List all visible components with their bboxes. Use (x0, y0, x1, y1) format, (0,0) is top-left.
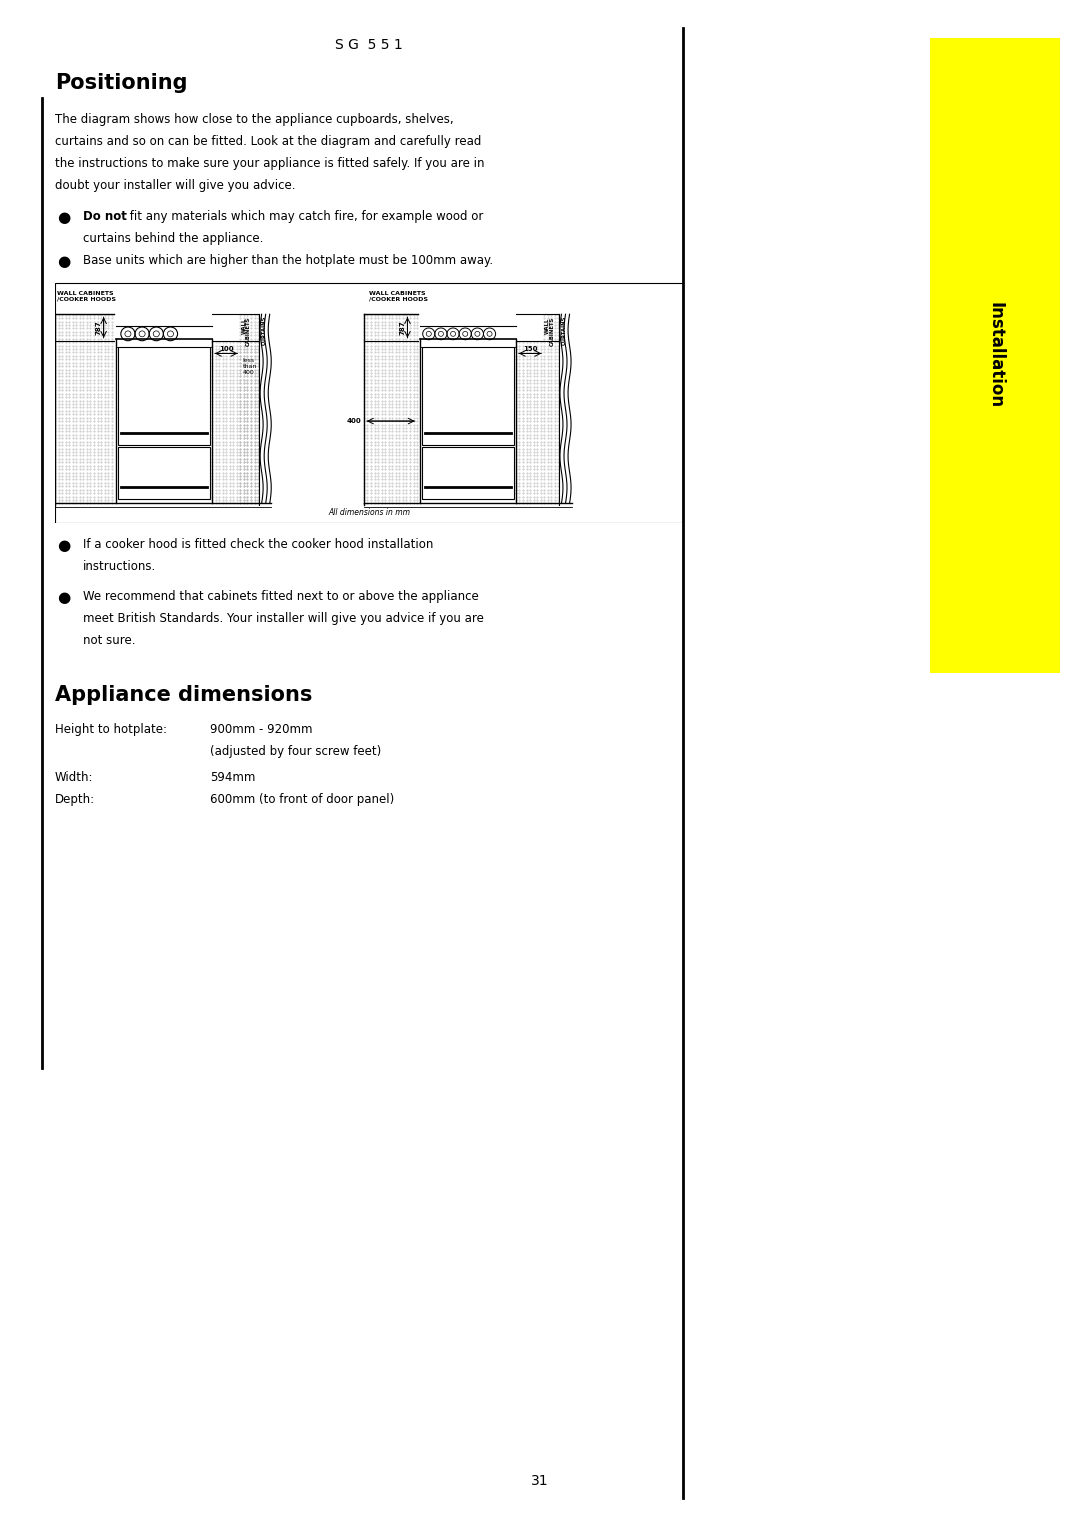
Text: Installation: Installation (986, 303, 1004, 408)
Text: (adjusted by four screw feet): (adjusted by four screw feet) (210, 746, 381, 758)
Text: We recommend that cabinets fitted next to or above the appliance: We recommend that cabinets fitted next t… (83, 590, 478, 604)
Text: instructions.: instructions. (83, 559, 157, 573)
Text: /COOKER HOODS: /COOKER HOODS (369, 296, 428, 301)
Text: doubt your installer will give you advice.: doubt your installer will give you advic… (55, 179, 296, 193)
Text: ●: ● (57, 590, 70, 605)
Text: meet British Standards. Your installer will give you advice if you are: meet British Standards. Your installer w… (83, 613, 484, 625)
Text: not sure.: not sure. (83, 634, 135, 646)
Text: 900mm - 920mm: 900mm - 920mm (210, 723, 312, 736)
Text: CURTAINS: CURTAINS (562, 315, 567, 345)
Text: curtains behind the appliance.: curtains behind the appliance. (83, 232, 264, 244)
Bar (421, 446, 514, 498)
Text: WALL CABINETS: WALL CABINETS (57, 290, 113, 296)
Text: Width:: Width: (55, 772, 94, 784)
Text: The diagram shows how close to the appliance cupboards, shelves,: The diagram shows how close to the appli… (55, 113, 454, 125)
Text: CABINETS: CABINETS (550, 318, 555, 347)
Text: CABINETS: CABINETS (246, 318, 251, 347)
Text: S G  5 5 1: S G 5 5 1 (335, 38, 403, 52)
Text: Appliance dimensions: Appliance dimensions (55, 685, 312, 704)
Text: CURTAINS: CURTAINS (262, 315, 267, 345)
Text: 400: 400 (347, 419, 361, 425)
Bar (118, 446, 210, 498)
Text: ●: ● (57, 538, 70, 553)
Text: fit any materials which may catch fire, for example wood or: fit any materials which may catch fire, … (126, 209, 484, 223)
Text: WALL: WALL (241, 318, 246, 333)
Text: Base units which are higher than the hotplate must be 100mm away.: Base units which are higher than the hot… (83, 254, 494, 267)
Text: less
than
400: less than 400 (242, 359, 257, 374)
Text: curtains and so on can be fitted. Look at the diagram and carefully read: curtains and so on can be fitted. Look a… (55, 134, 482, 148)
Text: 787: 787 (400, 321, 405, 335)
Text: Positioning: Positioning (55, 73, 188, 93)
Text: If a cooker hood is fitted check the cooker hood installation: If a cooker hood is fitted check the coo… (83, 538, 433, 552)
Text: Do not: Do not (83, 209, 126, 223)
Text: ●: ● (57, 254, 70, 269)
Text: All dimensions in mm: All dimensions in mm (328, 509, 410, 516)
Text: Depth:: Depth: (55, 793, 95, 807)
Text: WALL CABINETS: WALL CABINETS (369, 290, 426, 296)
Text: 100: 100 (219, 347, 233, 353)
Text: Height to hotplate:: Height to hotplate: (55, 723, 167, 736)
Text: 150: 150 (523, 347, 538, 353)
Text: 600mm (to front of door panel): 600mm (to front of door panel) (210, 793, 394, 807)
Text: the instructions to make sure your appliance is fitted safely. If you are in: the instructions to make sure your appli… (55, 157, 485, 170)
Text: /COOKER HOODS: /COOKER HOODS (57, 296, 116, 301)
Bar (930, 38, 1059, 672)
Bar (421, 347, 514, 445)
Bar (118, 347, 210, 445)
Text: ●: ● (57, 209, 70, 225)
Text: 594mm: 594mm (210, 772, 255, 784)
Text: 787: 787 (96, 321, 102, 335)
Text: 31: 31 (531, 1475, 549, 1488)
Text: WALL: WALL (545, 318, 550, 333)
